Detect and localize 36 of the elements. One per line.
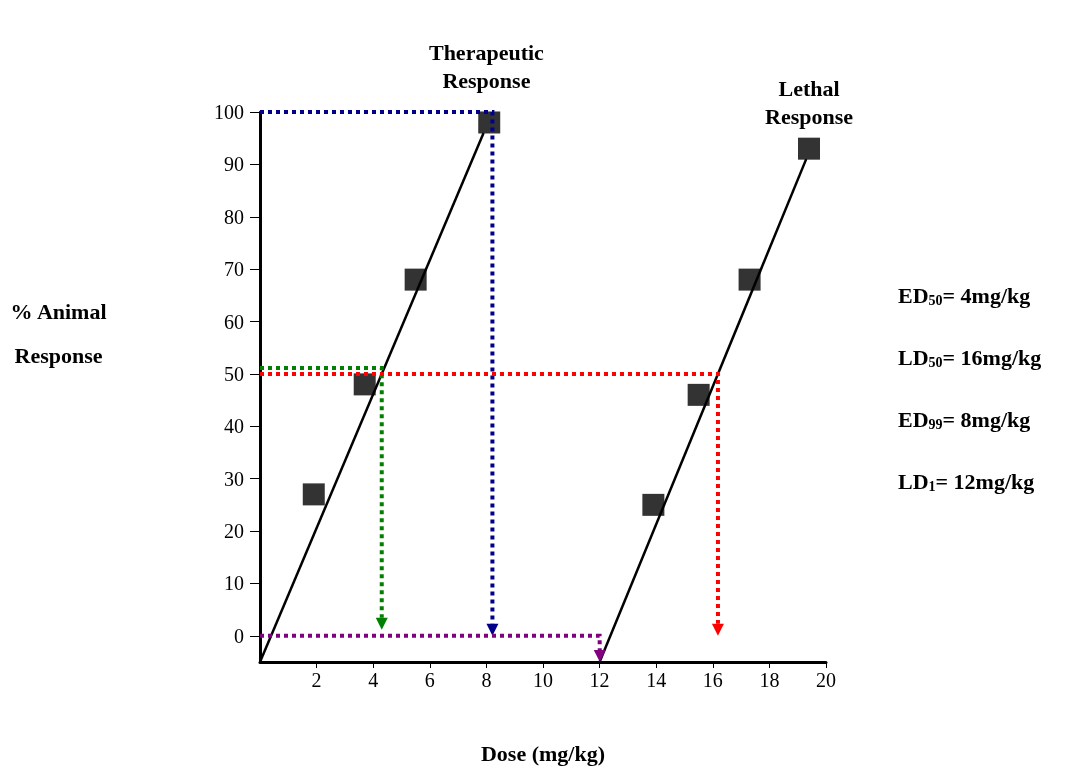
point: [404, 268, 427, 291]
x-tick-label: 18: [759, 669, 780, 691]
text: ED99= 8mg/kg: [898, 406, 1031, 432]
text: LD1= 12mg/kg: [898, 468, 1035, 494]
x-tick-label: 2: [311, 669, 322, 691]
annotation: Therapeutic Response: [428, 39, 545, 93]
y-tick-label: 30: [224, 467, 244, 490]
x-tick-label: 8: [481, 669, 492, 691]
x-tick-label: 20: [816, 669, 836, 691]
y-tick-label: 0: [234, 624, 244, 647]
text: ED50= 4mg/kg: [898, 282, 1031, 308]
y-tick-label: 90: [224, 153, 244, 176]
y-tick-label: 60: [224, 310, 244, 333]
y-tick-label: 10: [224, 572, 244, 595]
x-tick-label: 14: [646, 669, 667, 691]
y-axis-title: % Animal Response: [10, 298, 107, 368]
x-tick-label: 12: [589, 669, 610, 691]
point: [798, 137, 821, 160]
y-tick-label: 100: [214, 101, 244, 123]
x-tick-label: 16: [702, 669, 723, 691]
y-tick-label: 80: [224, 205, 244, 228]
annotation: Lethal Response: [765, 76, 854, 130]
x-tick-label: 6: [424, 669, 435, 691]
x-tick-label: 4: [368, 669, 379, 691]
point: [642, 493, 665, 516]
y-tick-label: 70: [224, 258, 244, 281]
y-tick-label: 40: [224, 415, 244, 438]
text: LD50= 16mg/kg: [898, 344, 1042, 370]
y-tick-label: 20: [224, 520, 244, 543]
y-tick-label: 50: [224, 362, 244, 385]
point: [738, 268, 761, 291]
point: [353, 373, 376, 396]
x-axis-title: Dose (mg/kg): [480, 740, 606, 766]
point: [687, 383, 710, 406]
x-tick-label: 10: [533, 669, 553, 691]
point: [302, 483, 325, 506]
